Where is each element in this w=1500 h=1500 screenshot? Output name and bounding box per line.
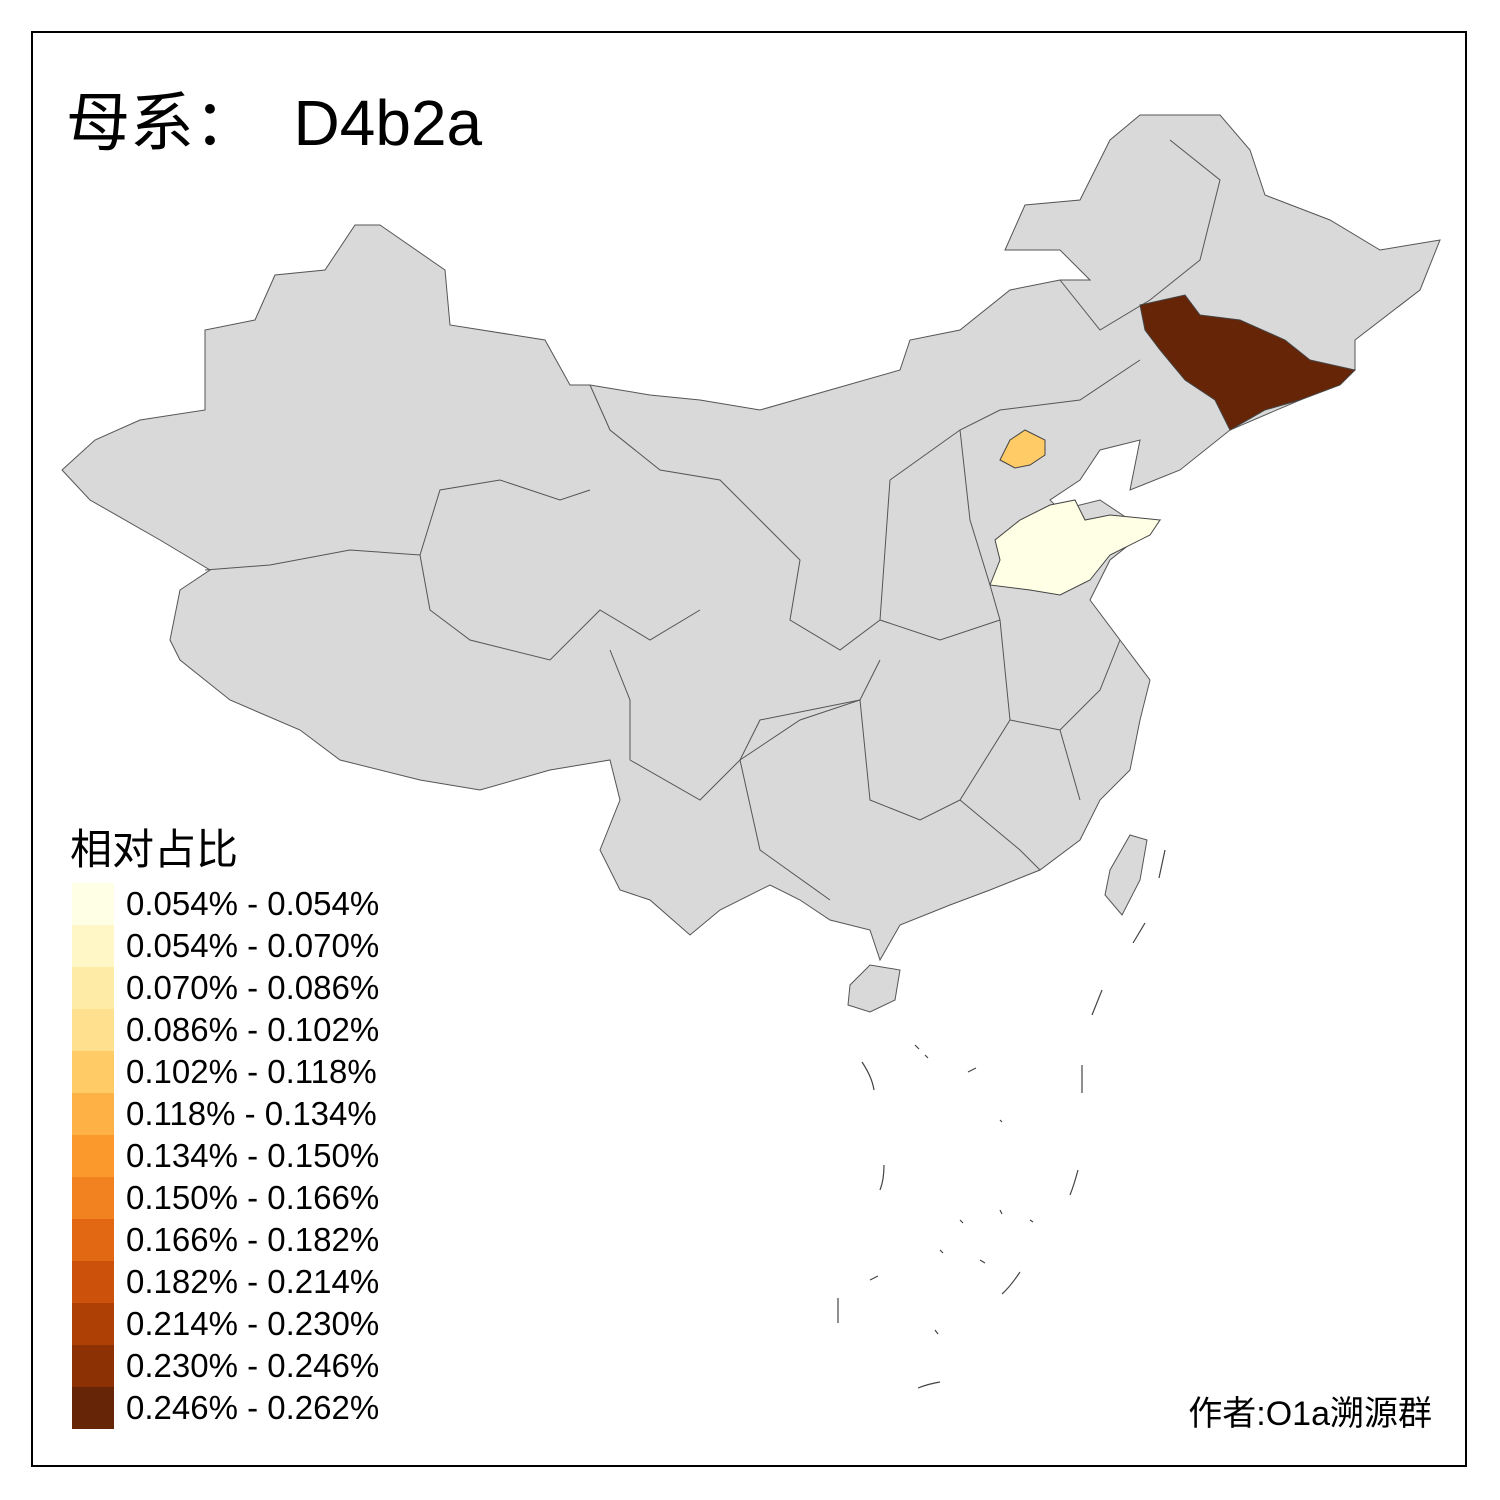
legend-item: 0.166% - 0.182% xyxy=(72,1219,379,1261)
south-china-sea-islands xyxy=(837,849,1166,1389)
legend-item: 0.230% - 0.246% xyxy=(72,1345,379,1387)
legend-swatch xyxy=(72,1345,114,1387)
legend-swatch xyxy=(72,967,114,1009)
legend-label: 0.150% - 0.166% xyxy=(126,1179,380,1216)
legend-swatch xyxy=(72,1303,114,1345)
legend-label: 0.070% - 0.086% xyxy=(126,969,380,1006)
legend-swatch xyxy=(72,925,114,967)
legend-item: 0.054% - 0.070% xyxy=(72,925,379,967)
legend-item: 0.150% - 0.166% xyxy=(72,1177,379,1219)
legend-label: 0.054% - 0.070% xyxy=(126,927,380,964)
legend: 0.054% - 0.054% 0.054% - 0.070% 0.070% - 0… xyxy=(72,883,379,1429)
region-hainan xyxy=(847,964,901,1013)
legend-label: 0.134% - 0.150% xyxy=(126,1137,380,1174)
legend-item: 0.182% - 0.214% xyxy=(72,1261,379,1303)
legend-item: 0.214% - 0.230% xyxy=(72,1303,379,1345)
legend-label: 0.118% - 0.134% xyxy=(126,1095,377,1132)
legend-label: 0.230% - 0.246% xyxy=(126,1347,380,1384)
province-borders xyxy=(204,139,1221,901)
legend-item: 0.070% - 0.086% xyxy=(72,967,379,1009)
legend-swatch xyxy=(72,1261,114,1303)
legend-item: 0.054% - 0.054% xyxy=(72,883,379,925)
region-taiwan xyxy=(1104,834,1148,916)
legend-label: 0.182% - 0.214% xyxy=(126,1263,380,1300)
legend-swatch xyxy=(72,1219,114,1261)
region-jilin xyxy=(1139,294,1356,431)
legend-swatch xyxy=(72,1177,114,1219)
legend-item: 0.246% - 0.262% xyxy=(72,1387,379,1429)
legend-item: 0.086% - 0.102% xyxy=(72,1009,379,1051)
map-title: 母系： D4b2a xyxy=(66,87,483,159)
legend-title: 相对占比 xyxy=(70,826,239,873)
author-credit: 作者:O1a溯源群 xyxy=(1188,1395,1432,1433)
legend-label: 0.102% - 0.118% xyxy=(126,1053,377,1090)
legend-item: 0.118% - 0.134% xyxy=(72,1093,379,1135)
legend-swatch xyxy=(72,1009,114,1051)
legend-label: 0.166% - 0.182% xyxy=(126,1221,380,1258)
legend-label: 0.086% - 0.102% xyxy=(126,1011,380,1048)
figure-border xyxy=(31,31,1467,1467)
legend-swatch xyxy=(72,883,114,925)
legend-item: 0.102% - 0.118% xyxy=(72,1051,379,1093)
legend-swatch xyxy=(72,1093,114,1135)
legend-item: 0.134% - 0.150% xyxy=(72,1135,379,1177)
region-beijing xyxy=(999,429,1046,469)
region-shandong xyxy=(989,499,1161,596)
legend-swatch xyxy=(72,1387,114,1429)
legend-label: 0.054% - 0.054% xyxy=(126,885,380,922)
legend-swatch xyxy=(72,1051,114,1093)
legend-swatch xyxy=(72,1135,114,1177)
legend-label: 0.246% - 0.262% xyxy=(126,1389,380,1426)
legend-label: 0.214% - 0.230% xyxy=(126,1305,380,1342)
region-china-base xyxy=(61,114,1441,962)
